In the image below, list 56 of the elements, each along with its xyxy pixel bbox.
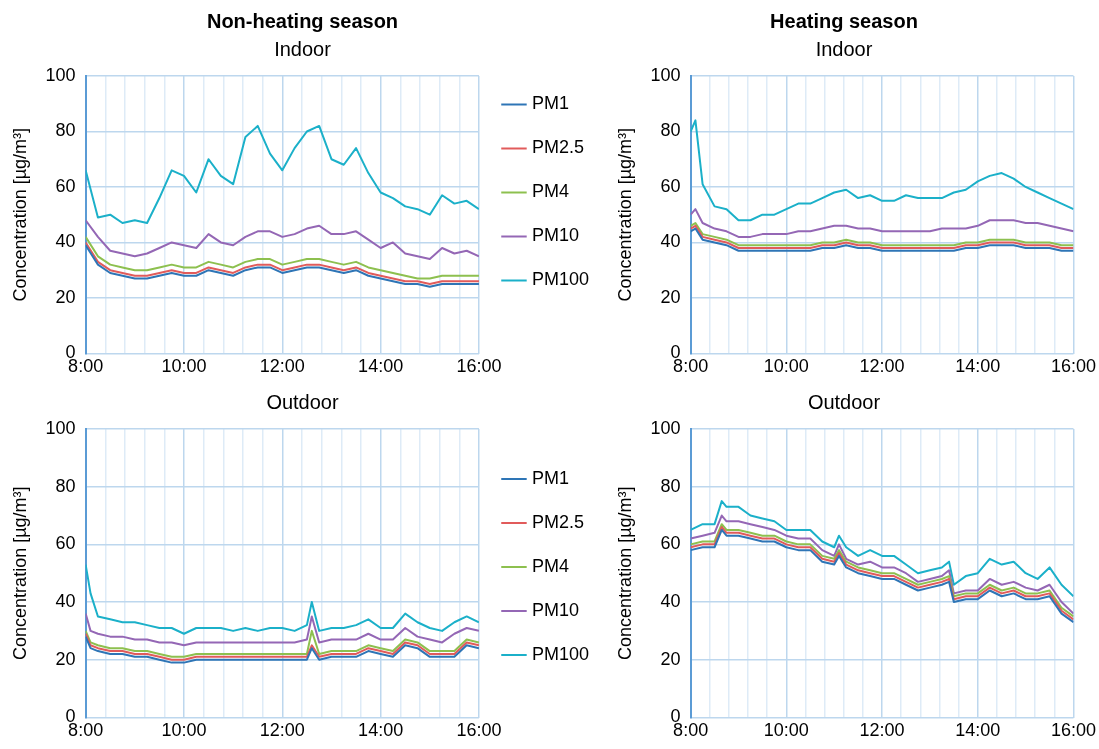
chart-subtitle: Outdoor (266, 390, 339, 413)
x-tick-label: 16:00 (456, 356, 502, 377)
x-tick-label: 10:00 (161, 356, 207, 377)
x-tick-label: 12:00 (259, 720, 305, 741)
y-axis-title: Concentration [µg/m³] (614, 486, 635, 660)
y-tick-label: 80 (660, 120, 681, 141)
y-tick-label: 60 (55, 533, 76, 554)
legend-label: PM10 (531, 599, 579, 620)
chart-title: Heating season (770, 9, 918, 32)
y-tick-label: 40 (660, 231, 681, 252)
legend-label: PM100 (531, 643, 590, 664)
legend-label: PM4 (531, 181, 569, 202)
y-axis-title: Concentration [µg/m³] (9, 486, 30, 660)
x-tick-label: 16:00 (456, 720, 502, 741)
y-tick-label: 100 (650, 417, 681, 438)
x-tick-label: 14:00 (358, 356, 404, 377)
y-tick-label: 100 (650, 64, 681, 85)
y-axis-title: Concentration [µg/m³] (614, 127, 635, 302)
y-axis-title: Concentration [µg/m³] (9, 127, 30, 302)
y-tick-label: 100 (45, 64, 76, 85)
y-tick-label: 20 (660, 286, 681, 307)
legend-label: PM1 (531, 93, 569, 114)
x-tick-label: 14:00 (955, 720, 1001, 741)
y-tick-label: 80 (660, 475, 681, 496)
y-tick-label: 60 (55, 175, 76, 196)
y-tick-label: 20 (55, 286, 76, 307)
x-tick-label: 12:00 (259, 356, 305, 377)
y-tick-label: 60 (660, 175, 681, 196)
y-tick-label: 40 (55, 591, 76, 612)
x-tick-label: 10:00 (763, 356, 809, 377)
chart-subtitle: Indoor (815, 37, 873, 60)
y-tick-label: 60 (660, 533, 681, 554)
legend-label: PM1 (531, 467, 569, 488)
chart-subtitle: Outdoor (807, 390, 881, 413)
y-tick-label: 80 (55, 475, 76, 496)
y-tick-label: 80 (55, 120, 76, 141)
chart-subtitle: Indoor (274, 37, 332, 60)
chart-title: Non-heating season (206, 9, 399, 32)
y-tick-label: 40 (660, 591, 681, 612)
legend-label: PM100 (531, 269, 590, 290)
y-tick-label: 100 (45, 417, 76, 438)
x-tick-label: 12:00 (859, 720, 905, 741)
legend-label: PM2.5 (531, 137, 584, 158)
x-tick-label: 16:00 (1050, 356, 1096, 377)
legend-label: PM4 (531, 555, 569, 576)
x-tick-label: 14:00 (955, 356, 1001, 377)
x-tick-label: 10:00 (763, 720, 809, 741)
x-tick-label: 14:00 (358, 720, 404, 741)
x-tick-label: 12:00 (859, 356, 905, 377)
x-tick-label: 10:00 (161, 720, 207, 741)
legend-label: PM2.5 (531, 511, 584, 532)
y-tick-label: 20 (55, 648, 76, 669)
x-tick-label: 16:00 (1050, 720, 1096, 741)
y-tick-label: 20 (660, 648, 681, 669)
legend-label: PM10 (531, 225, 579, 246)
y-tick-label: 40 (55, 231, 76, 252)
